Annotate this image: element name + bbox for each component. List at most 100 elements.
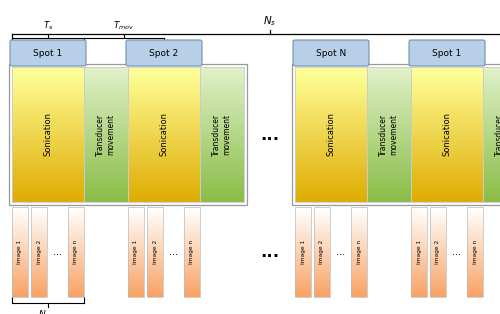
Bar [12, 232, 28, 234]
Bar [128, 91, 200, 94]
Bar [128, 227, 144, 230]
Bar [128, 250, 144, 252]
Bar [411, 274, 427, 277]
Bar [84, 131, 128, 134]
Bar [200, 138, 244, 141]
Bar [68, 290, 84, 293]
Bar [351, 220, 367, 223]
Bar [128, 195, 200, 199]
Text: Image 1: Image 1 [416, 240, 422, 264]
Bar [295, 67, 367, 202]
Bar [200, 182, 244, 185]
Bar [467, 266, 483, 268]
Bar [411, 172, 483, 175]
Bar [295, 225, 311, 227]
Bar [314, 268, 330, 270]
Bar [430, 243, 446, 245]
Bar [295, 279, 311, 281]
Bar [483, 195, 500, 199]
Text: Sonication: Sonication [326, 112, 336, 156]
Bar [12, 281, 28, 284]
Bar [430, 284, 446, 286]
Bar [184, 286, 200, 288]
Bar [184, 277, 200, 279]
Bar [411, 84, 483, 87]
Text: Image 2: Image 2 [436, 240, 440, 264]
Bar [12, 182, 84, 185]
Bar [147, 279, 163, 281]
Bar [128, 67, 200, 202]
Bar [467, 259, 483, 261]
Bar [31, 223, 47, 225]
Bar [31, 272, 47, 274]
Bar [128, 234, 144, 236]
Bar [411, 118, 483, 121]
Bar [128, 281, 144, 284]
Bar [411, 104, 483, 107]
Bar [367, 134, 411, 138]
Bar [184, 288, 200, 290]
Bar [200, 178, 244, 182]
Bar [314, 239, 330, 241]
Bar [483, 94, 500, 97]
Bar [31, 250, 47, 252]
Text: Sonication: Sonication [442, 112, 452, 156]
Bar [367, 107, 411, 111]
Bar [430, 239, 446, 241]
Bar [200, 91, 244, 94]
Bar [12, 266, 28, 268]
Bar [84, 118, 128, 121]
Bar [68, 252, 84, 254]
Bar [128, 293, 144, 295]
Bar [68, 279, 84, 281]
Bar [147, 216, 163, 218]
Bar [147, 245, 163, 247]
Bar [411, 293, 427, 295]
Bar [128, 175, 200, 178]
Bar [367, 148, 411, 151]
Bar [483, 138, 500, 141]
Bar [467, 227, 483, 230]
Bar [12, 234, 28, 236]
Bar [68, 223, 84, 225]
Bar [411, 94, 483, 97]
Bar [367, 168, 411, 172]
Bar [12, 230, 28, 232]
Bar [314, 254, 330, 257]
Bar [12, 236, 28, 239]
Bar [430, 230, 446, 232]
Bar [367, 74, 411, 77]
Bar [295, 295, 311, 297]
Bar [128, 216, 144, 218]
Bar [295, 145, 367, 148]
Bar [411, 128, 483, 131]
Bar [314, 216, 330, 218]
Bar [147, 247, 163, 250]
Bar [147, 274, 163, 277]
Bar [467, 288, 483, 290]
Bar [314, 243, 330, 245]
Bar [367, 80, 411, 84]
Bar [314, 236, 330, 239]
Bar [68, 261, 84, 263]
Text: ...: ... [452, 247, 461, 257]
Bar [411, 107, 483, 111]
Bar [295, 111, 367, 114]
Bar [411, 277, 427, 279]
Bar [430, 252, 446, 254]
Bar [200, 118, 244, 121]
Bar [467, 232, 483, 234]
Bar [200, 185, 244, 188]
Bar [351, 263, 367, 266]
Bar [295, 281, 311, 284]
Bar [295, 118, 367, 121]
Bar [68, 247, 84, 250]
Bar [351, 266, 367, 268]
Bar [68, 254, 84, 257]
Bar [84, 97, 128, 101]
Bar [483, 182, 500, 185]
Bar [200, 172, 244, 175]
Bar [12, 227, 28, 230]
Bar [295, 277, 311, 279]
Bar [12, 107, 84, 111]
